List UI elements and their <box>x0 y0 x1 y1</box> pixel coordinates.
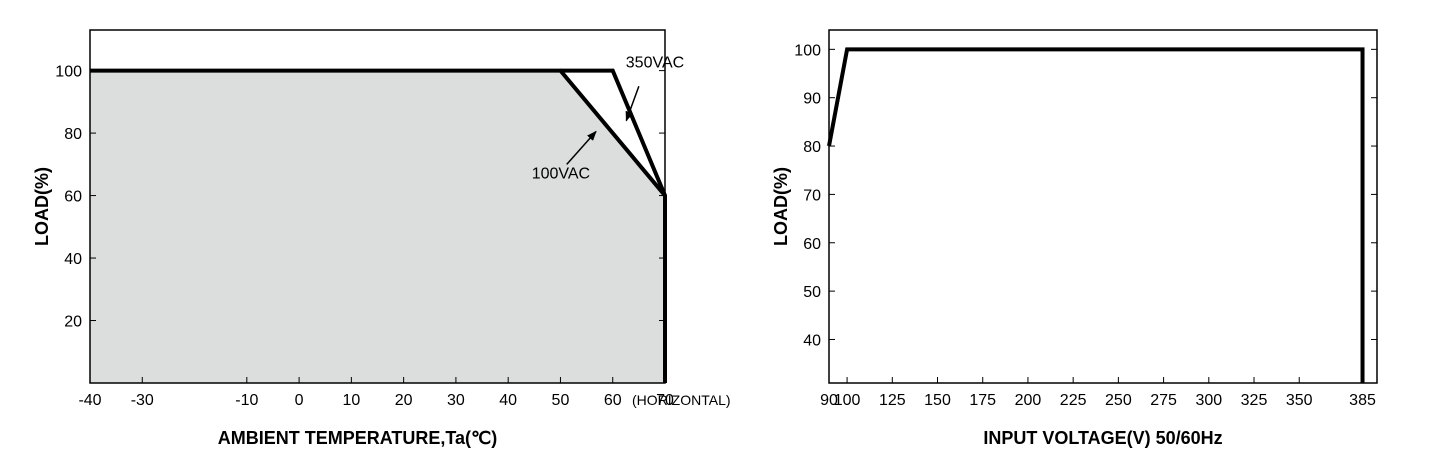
annotations: 350VAC 100VAC <box>532 54 684 182</box>
y-tick-label: 40 <box>803 332 821 349</box>
x-tick-label: -40 <box>78 392 101 409</box>
x-tick-label: 175 <box>969 392 996 409</box>
y-tick-label: 40 <box>64 251 82 268</box>
series-line <box>827 47 1365 383</box>
arrow-350vac <box>625 85 640 122</box>
x-tick-label: 20 <box>395 392 413 409</box>
x-axis-title: INPUT VOLTAGE(V) 50/60Hz <box>983 428 1222 448</box>
x-tick-label: 325 <box>1241 392 1268 409</box>
x-tick-label: 275 <box>1150 392 1177 409</box>
x-tick-label: 100 <box>834 392 861 409</box>
x-tick-label: 150 <box>924 392 951 409</box>
x-tick-label: 40 <box>499 392 517 409</box>
x-tick-label: 350 <box>1286 392 1313 409</box>
arrow-100vac <box>566 130 597 165</box>
series-lines <box>827 47 1365 383</box>
x-tick-label: 300 <box>1195 392 1222 409</box>
y-tick-label: 20 <box>64 314 82 331</box>
x-tick-label: 10 <box>342 392 360 409</box>
x-tick-label: 30 <box>447 392 465 409</box>
plot-frame <box>828 29 1378 384</box>
x-tick-label: 225 <box>1060 392 1087 409</box>
annotation-350vac: 350VAC <box>626 54 684 71</box>
x-tick-label: 70 <box>656 392 674 409</box>
series-lines <box>90 68 667 383</box>
y-tick-label: 100 <box>794 42 821 59</box>
temperature-derating-chart: -40 -30 -10 0 10 20 30 40 50 60 70 20 40 60 80 100 350… <box>32 29 731 448</box>
x-tick-label: -10 <box>235 392 258 409</box>
x-tick-label: 385 <box>1349 392 1376 409</box>
y-tick-label: 50 <box>803 284 821 301</box>
y-tick-label: 80 <box>64 126 82 143</box>
y-tick-label: 70 <box>803 187 821 204</box>
x-tick-label: 90 <box>820 392 838 409</box>
series-line-100vac <box>90 68 667 383</box>
y-tick-label: 90 <box>803 91 821 108</box>
x-axis-note: (HORIZONTAL) <box>632 392 731 408</box>
x-tick-label: 50 <box>552 392 570 409</box>
y-axis-title: LOAD(%) <box>771 167 791 246</box>
y-tick-label: 80 <box>803 139 821 156</box>
x-tick-label: -30 <box>131 392 154 409</box>
y-axis-title: LOAD(%) <box>32 167 52 246</box>
series-line-350vac <box>560 68 667 197</box>
x-tick-label: 0 <box>295 392 304 409</box>
y-tick-label: 100 <box>55 64 82 81</box>
y-tick-label: 60 <box>803 236 821 253</box>
safe-operating-area <box>90 70 665 383</box>
x-axis-ticks: -40 -30 -10 0 10 20 30 40 50 60 70 <box>78 377 674 409</box>
x-tick-label: 200 <box>1015 392 1042 409</box>
x-tick-label: 125 <box>879 392 906 409</box>
x-axis-title: AMBIENT TEMPERATURE,Ta(℃) <box>218 428 498 448</box>
y-axis-ticks: 40 50 60 70 80 90 100 <box>794 42 1377 349</box>
annotation-100vac: 100VAC <box>532 165 590 182</box>
x-tick-label: 250 <box>1105 392 1132 409</box>
x-tick-label: 60 <box>604 392 622 409</box>
y-tick-label: 60 <box>64 189 82 206</box>
